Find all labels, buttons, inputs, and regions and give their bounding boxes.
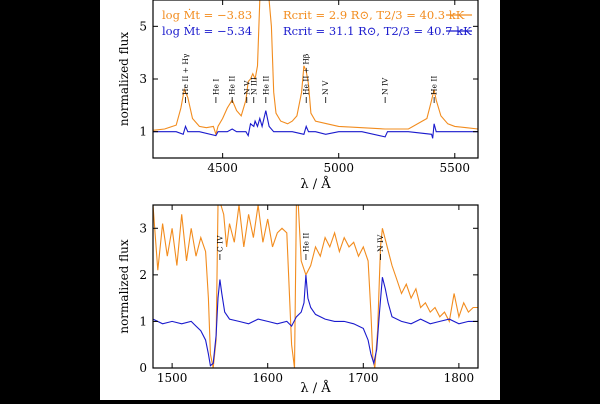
line-marker-label: He II + Hγ: [181, 53, 190, 95]
y-axis-label: normalized flux: [117, 32, 131, 127]
line-marker-label: N III: [249, 77, 258, 95]
legend-params-label: Rcrit = 2.9 R⊙, T2/3 = 40.3 kK: [283, 8, 465, 22]
line-marker-label: He I: [211, 79, 220, 95]
legend-mdot-label: log Ṁt = −5.34: [162, 24, 252, 38]
x-axis-label: λ / Å: [300, 380, 331, 396]
line-marker-label: He II: [228, 76, 237, 95]
y-tick-label: 3: [139, 221, 147, 235]
line-marker-label: N IV: [376, 234, 385, 252]
line-marker-label: He II: [301, 233, 310, 252]
series-line-orange: [153, 0, 478, 137]
y-axis-label: normalized flux: [117, 239, 131, 334]
y-tick-label: 5: [139, 19, 147, 33]
series-line-orange: [153, 205, 478, 368]
legend-mdot-label: log Ṁt = −3.83: [162, 8, 252, 22]
y-tick-label: 1: [139, 314, 147, 328]
x-tick-label: 1800: [444, 371, 475, 385]
line-marker-label: C IV: [215, 235, 224, 252]
line-marker-label: N V: [321, 80, 330, 95]
line-marker-label: He II: [261, 76, 270, 95]
plot-frame: [152, 204, 479, 369]
x-tick-label: 1700: [348, 371, 379, 385]
y-tick-label: 0: [139, 361, 147, 375]
y-tick-label: 1: [139, 125, 147, 139]
y-tick-label: 2: [139, 268, 147, 282]
x-tick-label: 1500: [157, 371, 188, 385]
series-line-blue: [153, 110, 478, 139]
line-marker-label: He II + Hβ: [302, 54, 311, 95]
x-tick-label: 5000: [323, 161, 354, 175]
line-marker-label: N IV: [381, 77, 390, 95]
x-tick-label: 5500: [440, 161, 471, 175]
x-tick-label: 4500: [207, 161, 238, 175]
series-line-blue: [153, 274, 478, 367]
x-tick-label: 1600: [252, 371, 283, 385]
spectra-figure: He II + Hγ He I He II N VN III He II He II + …: [117, 0, 479, 396]
line-marker-label: He II: [430, 76, 439, 95]
legend-params-label: Rcrit = 31.1 R⊙, T2/3 = 40.7 kK: [283, 24, 472, 38]
y-tick-label: 3: [139, 72, 147, 86]
line-marker-label: N V: [242, 80, 251, 95]
x-axis-label: λ / Å: [300, 176, 331, 192]
